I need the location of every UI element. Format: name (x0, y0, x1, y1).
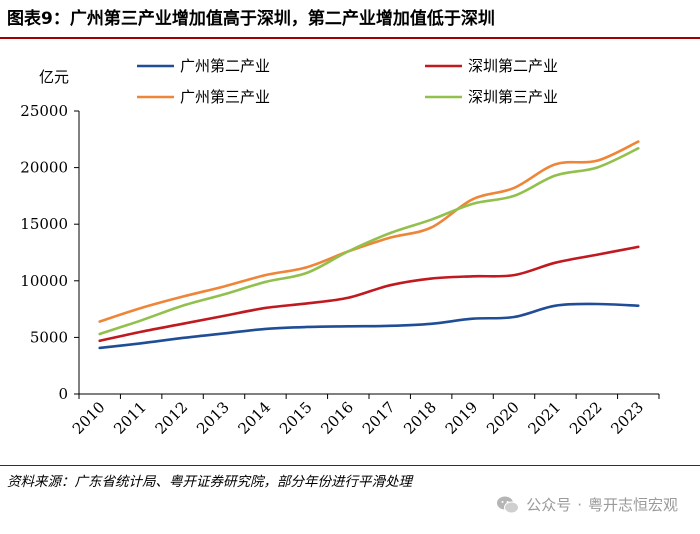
y-tick-label: 15000 (20, 215, 68, 233)
series-line-1 (98, 302, 640, 350)
x-axis-ticks: 2010 2011 2012 2013 2014 2015 2016 2017 2018 2019… (69, 394, 660, 438)
footer-divider (0, 465, 700, 466)
y-tick-label: 0 (58, 385, 68, 403)
series-line-3 (98, 140, 640, 323)
legend-label: 广州第三产业 (180, 88, 270, 106)
y-tick-label: 25000 (20, 102, 68, 120)
wechat-icon (496, 495, 520, 515)
x-tick-label: 2023 (607, 398, 647, 438)
x-tick-label: 2019 (442, 398, 482, 438)
watermark-platform: 公众号 (526, 496, 572, 514)
y-axis-label: 亿元 (39, 68, 69, 86)
x-tick-label: 2020 (483, 398, 523, 438)
y-tick-label: 20000 (20, 159, 68, 177)
x-tick-label: 2010 (69, 398, 109, 438)
watermark-account: 粤开志恒宏观 (587, 496, 678, 514)
watermark: 公众号 · 粤开志恒宏观 (496, 494, 678, 515)
legend-label: 广州第二产业 (180, 57, 270, 75)
x-tick-label: 2012 (152, 398, 192, 438)
x-tick-label: 2016 (317, 398, 357, 438)
y-axis-ticks: 0 5000 10000 15000 20000 25000 (20, 102, 79, 403)
x-tick-label: 2015 (276, 398, 316, 438)
x-tick-label: 2013 (193, 398, 233, 438)
y-tick-label: 10000 (20, 272, 68, 290)
figure-title: 图表9：广州第三产业增加值高于深圳，第二产业增加值低于深圳 (7, 9, 495, 29)
legend-label: 深圳第三产业 (468, 88, 558, 106)
legend-label: 深圳第二产业 (468, 57, 558, 75)
x-tick-label: 2017 (359, 398, 399, 438)
watermark-separator: · (577, 495, 582, 514)
chart-series (98, 140, 640, 350)
x-tick-label: 2022 (566, 398, 606, 438)
series-line-2 (98, 245, 640, 343)
source-note: 资料来源：广东省统计局、粤开证券研究院，部分年份进行平滑处理 (7, 474, 412, 490)
title-divider (0, 37, 700, 39)
x-tick-label: 2018 (400, 398, 440, 438)
x-tick-label: 2011 (110, 398, 150, 438)
y-tick-label: 5000 (30, 328, 68, 346)
x-tick-label: 2021 (525, 398, 565, 438)
x-tick-label: 2014 (235, 398, 275, 438)
series-line-4 (98, 147, 640, 336)
chart-axes (78, 111, 659, 395)
